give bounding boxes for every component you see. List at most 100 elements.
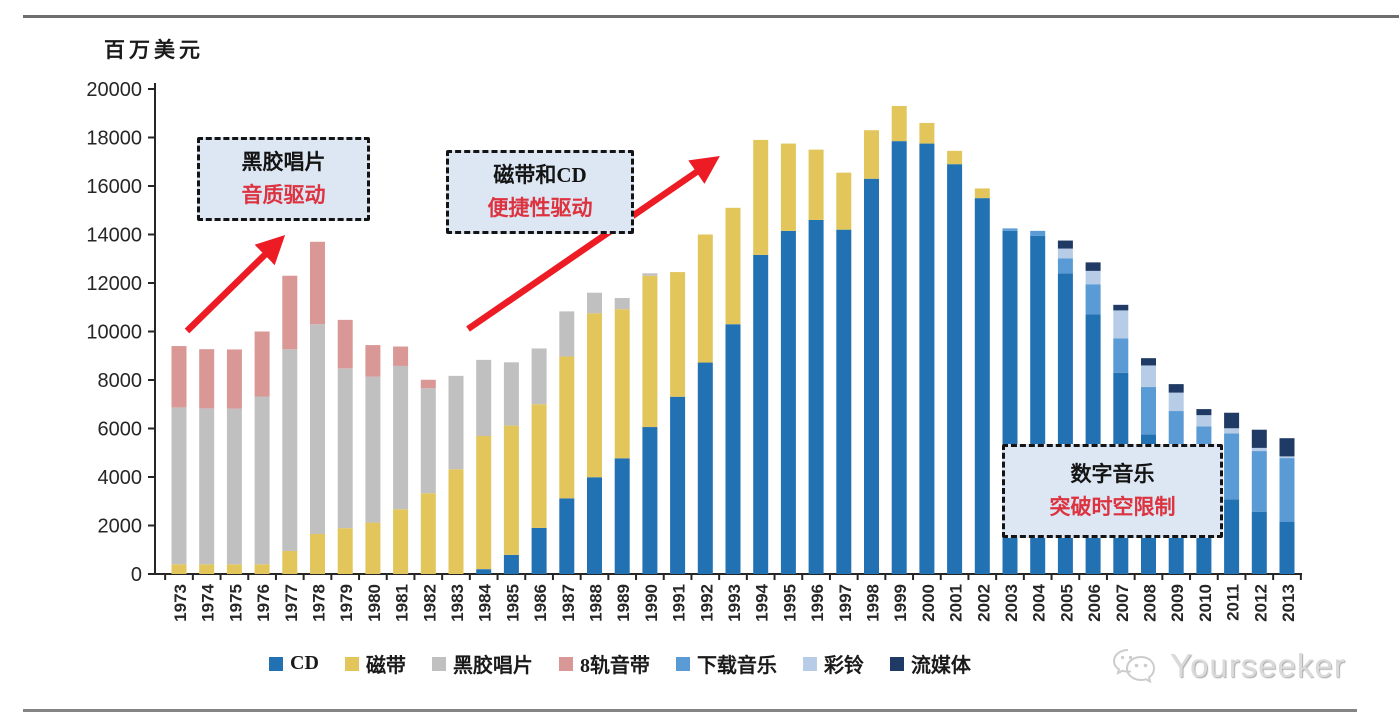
bar-segment-2011-流媒体 [1224,412,1240,429]
bar-segment-1994-磁带 [753,139,769,255]
bar-segment-1979-黑胶唱片 [337,368,353,529]
y-tick-label: 12000 [86,273,142,295]
bar-segment-2005-彩铃 [1057,248,1073,259]
bar-segment-1982-磁带 [420,493,436,574]
trend-arrow-vinyl [184,234,286,334]
bar-segment-1975-磁带 [226,564,242,574]
bar-segment-1987-CD [559,498,575,574]
bar-segment-1990-CD [642,427,658,574]
annotation-vinyl-era-subtitle: 音质驱动 [241,183,326,207]
bar-segment-2009-流媒体 [1168,384,1184,393]
bar-segment-1988-CD [587,477,602,574]
bar-segment-2013-彩铃 [1279,456,1295,459]
x-tick-label-2008: 2008 [1141,584,1160,622]
legend-item-CD: CD [269,652,319,675]
bar-segment-1981-黑胶唱片 [393,365,409,510]
bar-segment-1987-黑胶唱片 [559,311,575,357]
y-tick-label: 4000 [98,467,143,489]
x-tick-label-1980: 1980 [365,584,384,622]
bar-segment-2002-磁带 [974,188,990,199]
x-tick-label-1989: 1989 [614,584,633,622]
trend-arrow-cassette-cd [466,155,720,332]
x-tick-label-2011: 2011 [1224,584,1243,621]
bar-segment-2005-流媒体 [1057,240,1073,249]
x-tick-label-1974: 1974 [199,583,218,621]
x-tick-label-1993: 1993 [725,584,744,622]
bar-segment-2000-磁带 [919,122,935,144]
bar-segment-1984-CD [476,569,492,574]
bar-segment-1996-CD [808,219,824,574]
x-tick-label-1990: 1990 [642,584,661,622]
bar-segment-1975-8轨音带 [226,349,242,409]
bar-segment-2008-流媒体 [1141,358,1156,366]
bar-segment-1984-黑胶唱片 [476,359,492,437]
legend-label-黑胶唱片: 黑胶唱片 [452,655,533,677]
y-tick-label: 0 [131,564,142,586]
x-tick-label-1985: 1985 [503,584,522,622]
legend-label-磁带: 磁带 [365,655,406,677]
bar-segment-2011-下载音乐 [1224,433,1240,500]
bar-segment-1980-黑胶唱片 [365,376,381,523]
x-tick-label-2010: 2010 [1196,584,1215,622]
legend-swatch-CD [269,656,284,671]
bar-segment-1989-黑胶唱片 [614,298,630,310]
bar-segment-2001-CD [947,164,963,575]
bar-segment-2007-彩铃 [1113,310,1129,339]
bar-segment-2011-CD [1224,499,1240,574]
annotation-vinyl-era-title: 黑胶唱片 [241,150,326,175]
bar-segment-1983-黑胶唱片 [448,375,464,470]
bar-segment-2002-CD [974,198,990,574]
bar-segment-1980-8轨音带 [365,345,381,377]
legend-item-黑胶唱片: 黑胶唱片 [431,649,533,678]
bar-segment-1979-磁带 [337,528,353,574]
bar-segment-1979-8轨音带 [337,319,353,369]
legend-item-8轨音带: 8轨音带 [558,649,650,678]
wechat-icon [1112,649,1156,684]
bar-segment-2013-下载音乐 [1279,458,1295,522]
legend-label-彩铃: 彩铃 [823,655,864,677]
bar-segment-1983-磁带 [448,469,464,574]
bar-segment-2000-CD [919,143,935,574]
bar-segment-2013-CD [1279,521,1295,574]
bar-segment-2008-下载音乐 [1141,387,1156,435]
bar-segment-1999-CD [891,141,907,574]
bar-segment-1995-磁带 [780,143,796,231]
legend-item-下载音乐: 下载音乐 [675,649,777,678]
bar-segment-1991-磁带 [670,272,686,397]
annotation-cassette-cd-era-subtitle: 便捷性驱动 [487,196,593,220]
bar-segment-1973-磁带 [171,564,187,574]
x-tick-label-1977: 1977 [282,584,301,622]
legend-item-磁带: 磁带 [344,649,406,678]
chart-legend: CD 磁带 黑胶唱片 8轨音带 下载音乐 彩铃 流媒体 [0,649,1240,678]
watermark: Yourseeker [1108,644,1346,688]
bar-segment-1976-8轨音带 [254,331,270,397]
x-tick-label-1995: 1995 [780,584,799,622]
x-tick-label-2005: 2005 [1057,584,1076,622]
x-tick-label-2012: 2012 [1251,584,1270,622]
x-tick-label-1994: 1994 [753,583,772,621]
x-tick-label-1996: 1996 [808,584,827,622]
y-tick-label: 6000 [98,419,143,441]
y-tick-label: 20000 [86,79,142,101]
y-tick-label: 10000 [86,322,142,344]
bar-segment-2009-彩铃 [1168,392,1184,412]
legend-label-下载音乐: 下载音乐 [696,655,777,677]
x-tick-label-2000: 2000 [919,584,938,622]
bar-segment-2013-流媒体 [1279,438,1295,457]
x-tick-label-1976: 1976 [254,584,273,622]
bar-segment-2005-下载音乐 [1057,258,1073,274]
bar-segment-1978-8轨音带 [310,241,325,325]
x-tick-label-1979: 1979 [337,584,356,622]
x-tick-label-1987: 1987 [559,584,578,622]
legend-swatch-流媒体 [889,656,904,671]
bar-segment-1988-黑胶唱片 [587,292,602,314]
legend-label-CD: CD [290,652,319,674]
bar-segment-1977-黑胶唱片 [282,349,298,551]
bar-segment-2007-下载音乐 [1113,338,1129,373]
x-tick-label-2004: 2004 [1030,583,1049,621]
x-tick-label-2001: 2001 [947,584,966,622]
bar-segment-2012-流媒体 [1251,429,1267,448]
x-tick-label-2007: 2007 [1113,584,1132,622]
bar-segment-1998-CD [864,178,879,574]
x-tick-label-1982: 1982 [420,584,439,622]
